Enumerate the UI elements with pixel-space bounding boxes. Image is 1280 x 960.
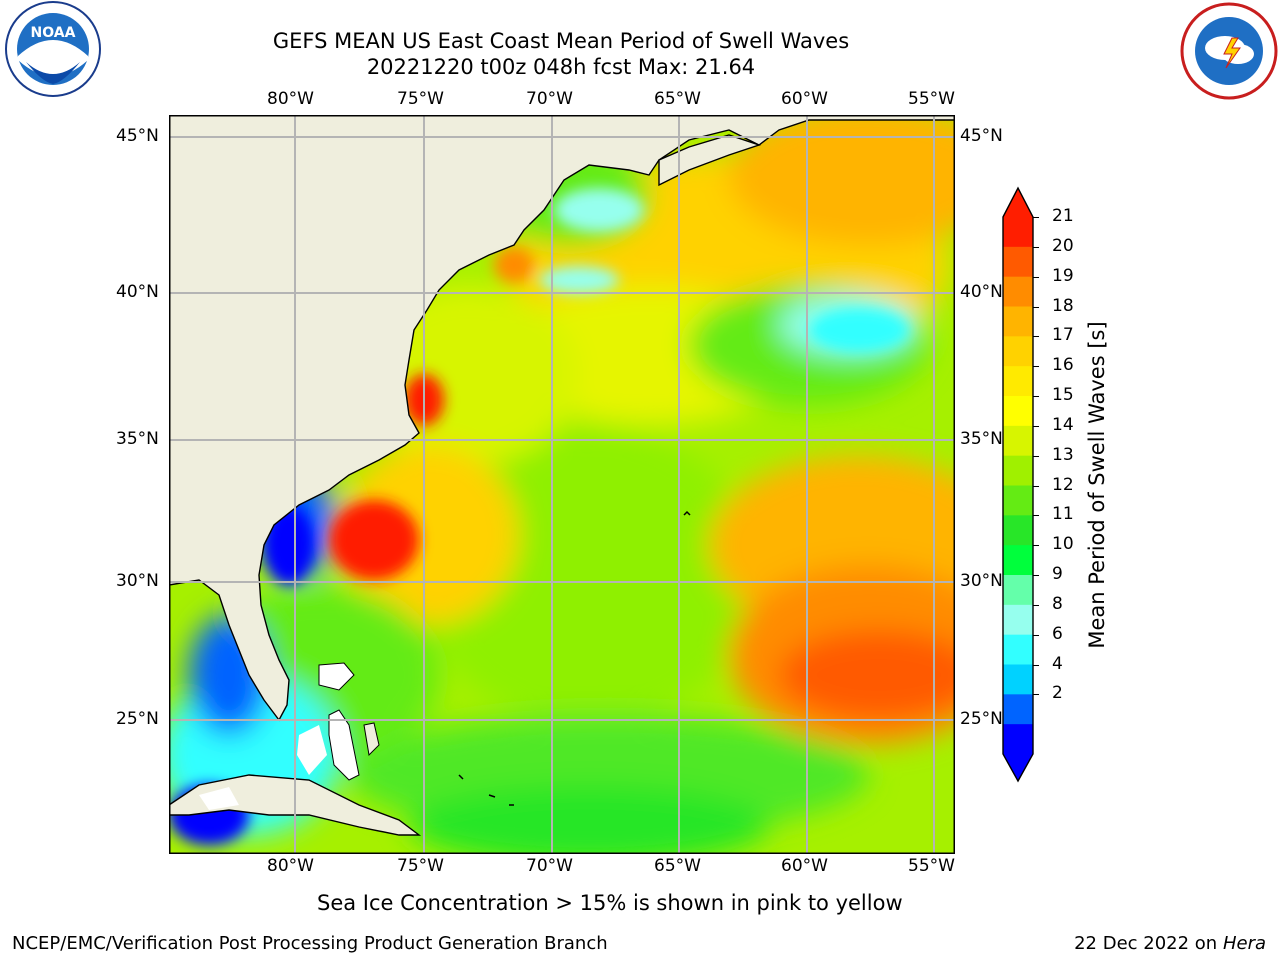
colorbar-segment <box>1003 575 1033 606</box>
lon-label: 65°W <box>654 89 701 109</box>
colorbar-segment <box>1003 694 1033 725</box>
lon-label: 80°W <box>267 856 314 876</box>
footer-date-text: 22 Dec 2022 on <box>1074 933 1218 954</box>
lon-label: 60°W <box>781 856 828 876</box>
colorbar-tick-label: 13 <box>1052 444 1074 465</box>
colorbar-tick-mark <box>1033 634 1039 636</box>
colorbar-segment <box>1003 664 1033 695</box>
colorbar-segment <box>1003 455 1033 486</box>
colorbar-segment <box>1003 276 1033 307</box>
colorbar-tick-mark <box>1033 455 1039 457</box>
colorbar-segment <box>1003 425 1033 457</box>
colorbar-tick-label: 11 <box>1052 504 1074 525</box>
colorbar-tick-label: 2 <box>1052 683 1063 704</box>
lon-label: 55°W <box>908 89 955 109</box>
lon-label: 75°W <box>397 856 444 876</box>
bahamas-banks <box>199 662 380 810</box>
lon-label: 70°W <box>526 89 573 109</box>
lat-label: 30°N <box>960 571 1003 591</box>
colorbar-tick-label: 12 <box>1052 474 1074 495</box>
chart-title: GEFS MEAN US East Coast Mean Period of S… <box>272 29 850 53</box>
noaa-logo-text: NOAA <box>31 25 76 41</box>
colorbar-tick-label: 17 <box>1052 325 1074 346</box>
colorbar-tick-mark <box>1033 366 1039 368</box>
lat-label: 40°N <box>116 282 159 302</box>
colorbar-tick-mark <box>1033 664 1039 666</box>
colorbar-segment <box>1003 545 1033 576</box>
colorbar-tick-label: 9 <box>1052 564 1063 584</box>
map-frame <box>169 115 955 854</box>
colorbar-tick-label: 4 <box>1052 653 1063 674</box>
colorbar-segment <box>1003 306 1033 337</box>
colorbar-tick-mark <box>1033 515 1039 517</box>
colorbar-tick-mark <box>1033 425 1039 427</box>
colorbar-tick-label: 16 <box>1052 355 1074 376</box>
lon-label: 70°W <box>526 856 573 876</box>
lon-label: 60°W <box>781 89 828 109</box>
colorbar-tick-mark <box>1033 604 1039 606</box>
footer-date: 22 Dec 2022 on Hera <box>1074 933 1266 954</box>
lon-label: 65°W <box>654 856 701 876</box>
colorbar-tick-label: 6 <box>1052 623 1063 644</box>
colorbar-tick-mark <box>1033 246 1039 248</box>
colorbar-segment <box>1003 217 1033 248</box>
colorbar-segment <box>1003 724 1033 755</box>
colorbar-tick-mark <box>1033 575 1039 576</box>
lat-label: 35°N <box>960 429 1003 449</box>
land-north-america <box>169 115 955 722</box>
colorbar-tick-mark <box>1033 396 1039 397</box>
colorbar-segments <box>1003 217 1033 755</box>
lat-label: 30°N <box>116 571 159 591</box>
colorbar-tick-label: 8 <box>1052 593 1063 614</box>
colorbar-tick-label: 18 <box>1052 295 1074 316</box>
nws-logo <box>1180 2 1278 100</box>
colorbar-tick-mark <box>1033 485 1039 487</box>
colorbar-under-arrow <box>1003 754 1033 781</box>
swell-period-map <box>169 115 955 854</box>
colorbar-segment <box>1003 336 1033 367</box>
colorbar-segment <box>1003 485 1033 516</box>
footer-machine: Hera <box>1222 933 1266 954</box>
colorbar-tick-label: 10 <box>1052 534 1074 555</box>
lat-label: 25°N <box>960 709 1003 729</box>
colorbar-over-arrow <box>1003 188 1033 217</box>
footer-credit: NCEP/EMC/Verification Post Processing Pr… <box>12 933 608 954</box>
swell-field-detail <box>169 188 909 845</box>
lon-label: 80°W <box>267 89 314 109</box>
sea-ice-note: Sea Ice Concentration > 15% is shown in … <box>317 891 903 915</box>
noaa-logo: NOAA <box>4 0 102 98</box>
small-islands <box>458 510 691 806</box>
colorbar-tick-mark <box>1033 306 1039 308</box>
colorbar-segment <box>1003 515 1033 546</box>
lat-label: 45°N <box>116 126 159 146</box>
lat-label: 40°N <box>960 282 1003 302</box>
colorbar-tick-label: 15 <box>1052 385 1074 405</box>
colorbar-segment <box>1003 634 1033 665</box>
lat-label: 25°N <box>116 709 159 729</box>
colorbar-segment <box>1003 246 1033 278</box>
colorbar-tick-label: 20 <box>1052 235 1074 256</box>
lat-label: 45°N <box>960 126 1003 146</box>
colorbar-tick-mark <box>1033 545 1039 547</box>
colorbar-tick-mark <box>1033 336 1039 338</box>
land-nova-scotia <box>658 134 762 187</box>
colorbar-segment <box>1003 396 1033 427</box>
graticule <box>169 115 955 854</box>
chart-subtitle: 20221220 t00z 048h fcst Max: 21.64 <box>366 55 756 79</box>
colorbar-tick-mark <box>1033 217 1039 218</box>
colorbar-tick-label: 21 <box>1052 206 1074 226</box>
colorbar-tick-mark <box>1033 276 1039 278</box>
colorbar-tick-mark <box>1033 694 1039 696</box>
lat-label: 35°N <box>116 429 159 449</box>
colorbar-segment <box>1003 366 1033 397</box>
colorbar-label: Mean Period of Swell Waves [s] <box>1085 321 1109 649</box>
colorbar <box>1002 186 1034 783</box>
colorbar-tick-label: 19 <box>1052 265 1074 286</box>
lon-label: 55°W <box>908 856 955 876</box>
lon-label: 75°W <box>397 89 444 109</box>
colorbar-segment <box>1003 604 1033 636</box>
colorbar-tick-label: 14 <box>1052 414 1074 435</box>
